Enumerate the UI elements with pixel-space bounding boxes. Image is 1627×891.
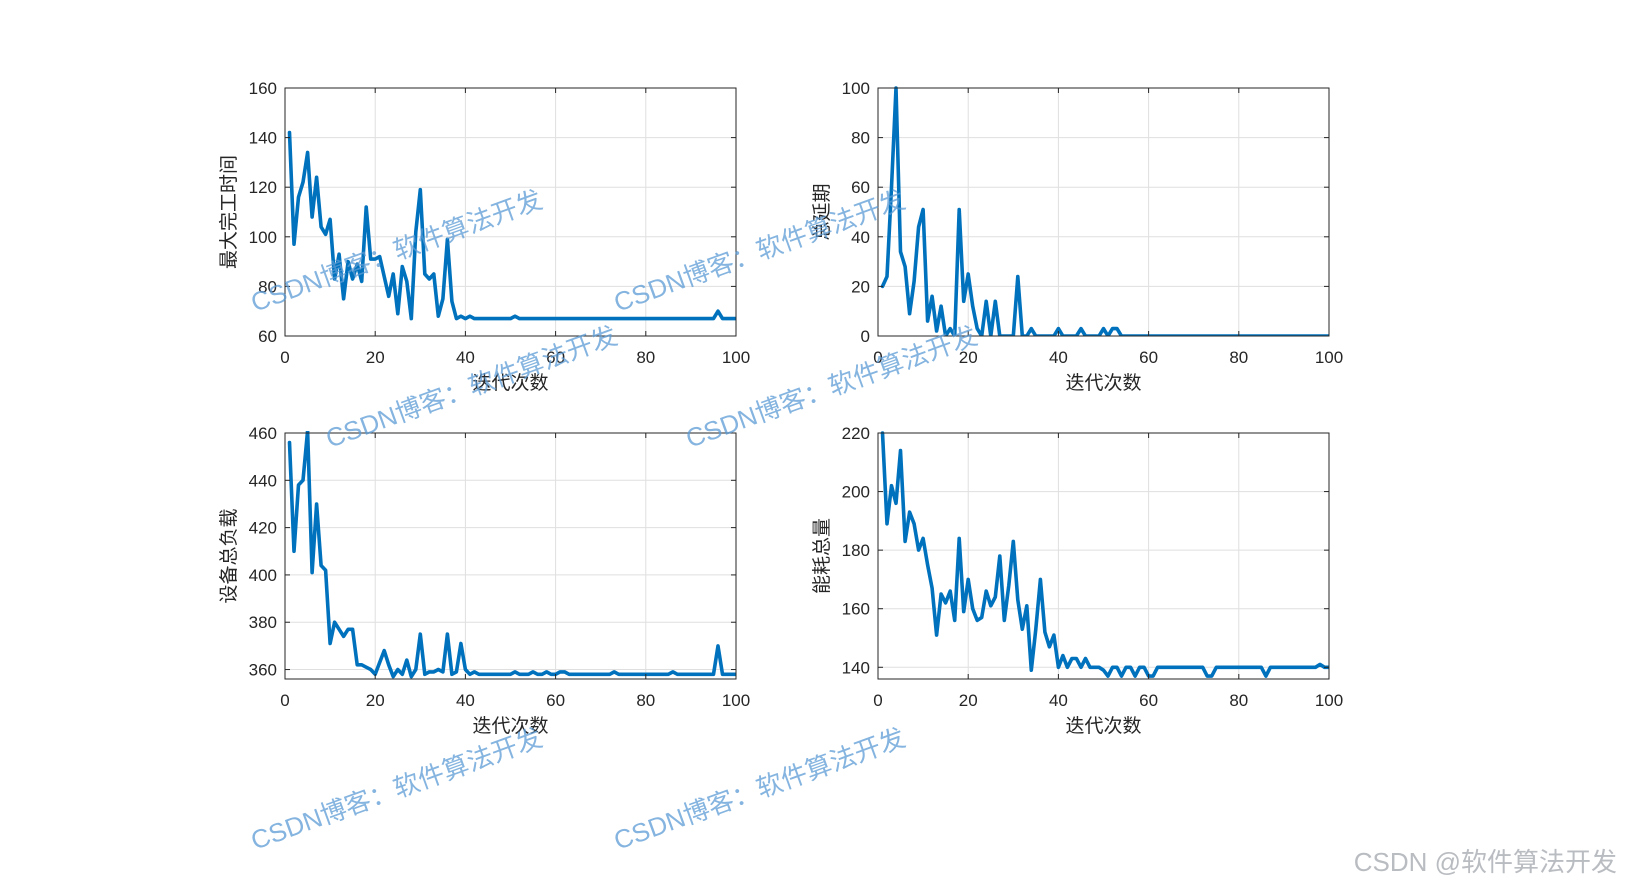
x-axis-label: 迭代次数 <box>472 372 548 394</box>
x-tick-label: 60 <box>546 348 565 367</box>
series-line <box>880 431 1329 678</box>
watermark-text: CSDN博客：软件算法开发 <box>247 722 546 855</box>
x-tick-label: 80 <box>636 691 655 710</box>
x-tick-label: 20 <box>959 691 978 710</box>
x-tick-label: 0 <box>280 348 289 367</box>
subplot-2: 0 20 40 60 80 100 0 20 40 60 80 100 迭代次数 总延期 <box>811 79 1343 394</box>
y-tick-label: 100 <box>842 79 870 98</box>
x-tick-label: 60 <box>1139 691 1158 710</box>
series-line <box>287 431 736 679</box>
plot-area <box>878 88 1329 336</box>
y-tick-label: 160 <box>842 600 870 619</box>
x-tick-label: 0 <box>873 691 882 710</box>
y-tick-label: 140 <box>249 129 277 148</box>
y-axis-label: 设备总负载 <box>218 508 240 603</box>
x-tick-label: 60 <box>1139 348 1158 367</box>
x-tick-label: 40 <box>456 691 475 710</box>
x-tick-label: 20 <box>366 348 385 367</box>
x-tick-label: 100 <box>1315 691 1343 710</box>
x-tick-label: 80 <box>1229 691 1248 710</box>
y-tick-label: 60 <box>258 327 277 346</box>
axes-box <box>877 87 1330 337</box>
y-tick-label: 380 <box>249 613 277 632</box>
x-axis-label: 迭代次数 <box>1065 372 1141 394</box>
y-tick-label: 460 <box>249 424 277 443</box>
x-tick-label: 60 <box>546 691 565 710</box>
plot-area <box>285 88 736 336</box>
y-tick-label: 400 <box>249 566 277 585</box>
x-tick-label: 40 <box>1049 691 1068 710</box>
x-tick-label: 80 <box>636 348 655 367</box>
y-tick-label: 140 <box>842 658 870 677</box>
x-tick-label: 80 <box>1229 348 1248 367</box>
y-tick-label: 80 <box>851 129 870 148</box>
x-tick-label: 20 <box>366 691 385 710</box>
watermark-text: CSDN博客：软件算法开发 <box>610 722 909 855</box>
plot-area <box>878 433 1329 679</box>
y-tick-label: 60 <box>851 178 870 197</box>
x-tick-label: 40 <box>456 348 475 367</box>
x-tick-label: 100 <box>722 348 750 367</box>
axes-box <box>284 432 737 680</box>
subplot-1: 0 20 40 60 80 100 60 80 100 120 140 160 迭代次数 最大完工时间 <box>218 79 750 394</box>
y-axis-label: 能耗总量 <box>811 518 833 594</box>
x-tick-label: 0 <box>280 691 289 710</box>
y-tick-label: 200 <box>842 483 870 502</box>
footer-watermark: CSDN @软件算法开发 <box>1353 847 1617 877</box>
series-line <box>287 130 736 321</box>
axes-box <box>877 432 1330 680</box>
axes-box <box>284 87 737 337</box>
y-tick-label: 440 <box>249 471 277 490</box>
y-tick-label: 160 <box>249 79 277 98</box>
series-line <box>880 86 1329 336</box>
y-tick-label: 40 <box>851 228 870 247</box>
y-axis-label: 最大完工时间 <box>218 155 240 269</box>
y-tick-label: 180 <box>842 541 870 560</box>
y-tick-label: 360 <box>249 661 277 680</box>
y-tick-label: 120 <box>249 178 277 197</box>
x-tick-label: 100 <box>1315 348 1343 367</box>
plot-area <box>285 433 736 679</box>
x-tick-label: 100 <box>722 691 750 710</box>
x-tick-label: 40 <box>1049 348 1068 367</box>
subplot-3: 0 20 40 60 80 100 360 380 400 420 440 460 迭代次数 设备总负载 <box>218 424 750 737</box>
x-tick-label: 20 <box>959 348 978 367</box>
y-axis-label: 总延期 <box>811 183 833 240</box>
subplot-4: 0 20 40 60 80 100 140 160 180 200 220 迭代次数 能耗总量 <box>811 424 1343 737</box>
y-tick-label: 100 <box>249 228 277 247</box>
x-tick-label: 0 <box>873 348 882 367</box>
y-tick-label: 80 <box>258 277 277 296</box>
y-tick-label: 220 <box>842 424 870 443</box>
y-tick-label: 420 <box>249 519 277 538</box>
charts-layer: 0 20 40 60 80 100 60 80 100 120 140 160 迭代次数 最大完工时间 0 2… <box>218 79 1343 737</box>
y-tick-label: 20 <box>851 277 870 296</box>
x-axis-label: 迭代次数 <box>1065 715 1141 737</box>
x-axis-label: 迭代次数 <box>472 715 548 737</box>
y-tick-label: 0 <box>861 327 870 346</box>
